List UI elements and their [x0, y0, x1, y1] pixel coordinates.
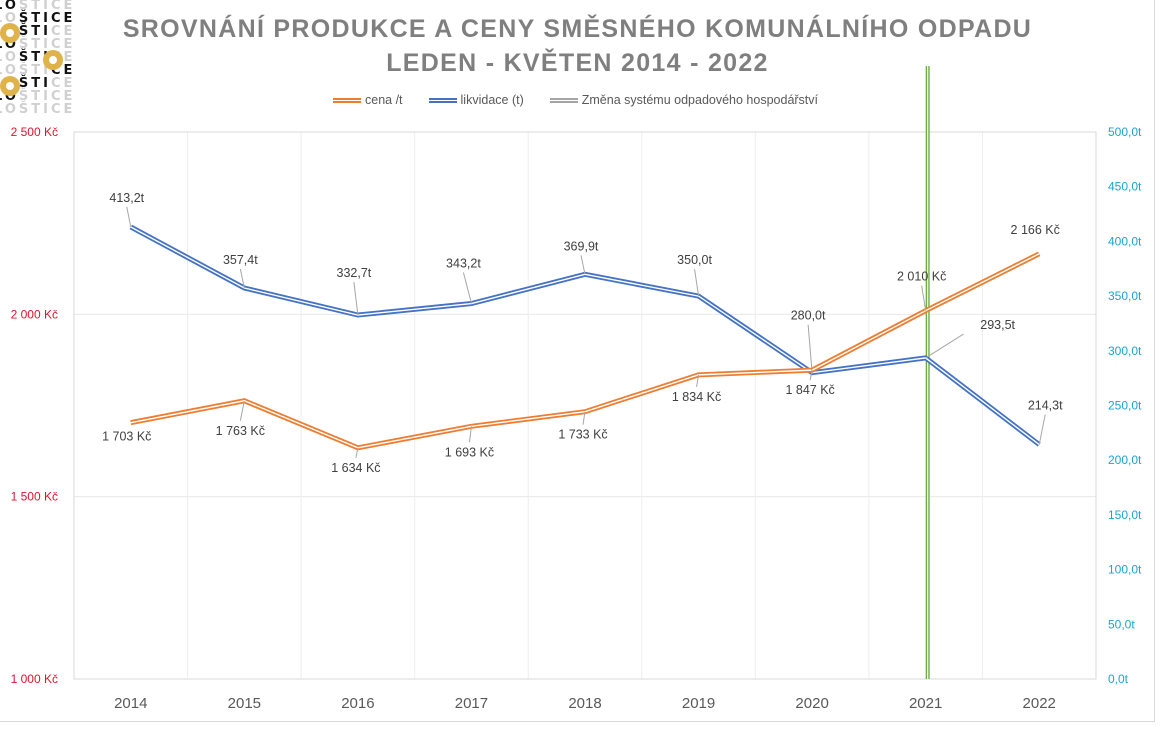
- y-left-tick-label: 2 000 Kč: [11, 307, 58, 321]
- leader-line-likvidace: [694, 269, 700, 297]
- data-label-likvidace: 369,9t: [564, 239, 599, 253]
- legend-swatch-system-change: [549, 97, 578, 103]
- logo-row: LOŠTICE: [0, 37, 76, 52]
- y-right-tick-label: 100,0t: [1108, 563, 1142, 577]
- x-tick-label: 2020: [795, 695, 828, 712]
- leader-line-likvidace: [239, 268, 245, 289]
- data-label-cena: 1 847 Kč: [785, 383, 834, 397]
- data-label-cena: 1 634 Kč: [331, 461, 380, 475]
- legend-swatch-likvidace: [428, 97, 457, 103]
- leader-line-likvidace: [462, 272, 472, 304]
- logo-circle-icon: [0, 23, 20, 43]
- legend-item-system-change: Změna systému odpadového hospodářství: [549, 93, 818, 107]
- logo-row: LOŠTICE: [0, 89, 76, 104]
- leader-line-cena: [468, 426, 472, 443]
- legend-item-likvidace: likvidace (t): [428, 93, 524, 107]
- y-left-tick-label: 1 500 Kč: [11, 490, 58, 504]
- x-tick-label: 2017: [455, 695, 488, 712]
- logo-circle-icon: [0, 76, 20, 96]
- y-right-tick-label: 200,0t: [1108, 453, 1142, 467]
- data-label-likvidace: 343,2t: [446, 257, 481, 271]
- legend: cena /t likvidace (t) Změna systému odpa…: [333, 93, 818, 107]
- logo-row: LOŠTICE: [0, 102, 76, 117]
- y-right-tick-label: 250,0t: [1108, 399, 1142, 413]
- leader-line-likvidace: [807, 324, 813, 373]
- data-label-cena: 2 166 Kč: [1011, 223, 1060, 237]
- leader-line-cena: [582, 411, 586, 425]
- x-tick-label: 2014: [114, 695, 147, 712]
- data-label-cena: 1 763 Kč: [216, 424, 265, 438]
- y-right-tick-label: 400,0t: [1108, 234, 1142, 248]
- logo-row: LOŠTICE: [0, 63, 76, 78]
- loštice-logo: LOŠTICELOŠTICELOŠTICELOŠTICELOŠTICELOŠTI…: [0, 0, 72, 118]
- leader-line-likvidace: [126, 206, 132, 228]
- y-right-tick-label: 500,0t: [1108, 125, 1142, 139]
- plot-border: [73, 131, 1097, 680]
- x-tick-label: 2018: [568, 695, 601, 712]
- legend-swatch-cena: [333, 97, 361, 103]
- y-right-tick-label: 0,0t: [1108, 672, 1129, 686]
- y-right-tick-label: 300,0t: [1108, 344, 1142, 358]
- leader-line-cena: [696, 374, 700, 387]
- data-label-likvidace: 350,0t: [677, 253, 712, 267]
- logo-row: LOŠTICE: [0, 0, 76, 13]
- data-label-likvidace: 357,4t: [223, 253, 258, 267]
- data-label-cena: 2 010 Kč: [897, 270, 946, 284]
- leader-line-likvidace: [925, 333, 964, 359]
- chart-frame: [0, 0, 1155, 722]
- y-right-tick-label: 450,0t: [1108, 180, 1142, 194]
- y-right-tick-label: 350,0t: [1108, 289, 1142, 303]
- data-label-cena: 1 693 Kč: [445, 445, 494, 459]
- chart-title-block: SROVNÁNÍ PRODUKCE A CENY SMĚSNÉHO KOMUNÁ…: [0, 12, 1155, 80]
- y-left-tick-label: 1 000 Kč: [11, 672, 58, 686]
- legend-item-cena: cena /t: [333, 93, 403, 107]
- x-tick-label: 2016: [341, 695, 374, 712]
- leader-line-likvidace: [353, 281, 359, 316]
- data-label-likvidace: 280,0t: [791, 309, 826, 323]
- y-left-tick-label: 2 500 Kč: [11, 125, 58, 139]
- chart-subtitle: LEDEN - KVĚTEN 2014 - 2022: [386, 49, 769, 77]
- legend-label-system-change: Změna systému odpadového hospodářství: [581, 93, 818, 107]
- legend-label-cena: cena /t: [365, 93, 403, 107]
- leader-line-likvidace: [580, 255, 586, 275]
- logo-row: LOŠTICE: [0, 11, 76, 26]
- x-tick-label: 2021: [909, 695, 942, 712]
- data-label-likvidace: 293,5t: [980, 318, 1015, 332]
- data-label-likvidace: 332,7t: [337, 266, 372, 280]
- data-label-likvidace: 214,3t: [1028, 399, 1063, 413]
- leader-line-likvidace: [1038, 414, 1046, 445]
- y-right-tick-label: 150,0t: [1108, 508, 1142, 522]
- logo-circle-icon: [43, 50, 63, 70]
- legend-label-likvidace: likvidace (t): [460, 93, 524, 107]
- x-tick-label: 2019: [682, 695, 715, 712]
- y-right-tick-label: 50,0t: [1108, 617, 1135, 631]
- leader-line-cena: [355, 447, 359, 458]
- data-label-cena: 1 834 Kč: [672, 390, 721, 404]
- leader-line-cena: [921, 285, 927, 311]
- x-tick-label: 2022: [1023, 695, 1056, 712]
- leader-line-cena: [239, 400, 245, 421]
- data-label-cena: 1 733 Kč: [558, 428, 607, 442]
- x-tick-label: 2015: [228, 695, 261, 712]
- data-label-cena: 1 703 Kč: [102, 430, 151, 444]
- chart-title: SROVNÁNÍ PRODUKCE A CENY SMĚSNÉHO KOMUNÁ…: [122, 15, 1033, 43]
- data-label-likvidace: 413,2t: [109, 191, 144, 205]
